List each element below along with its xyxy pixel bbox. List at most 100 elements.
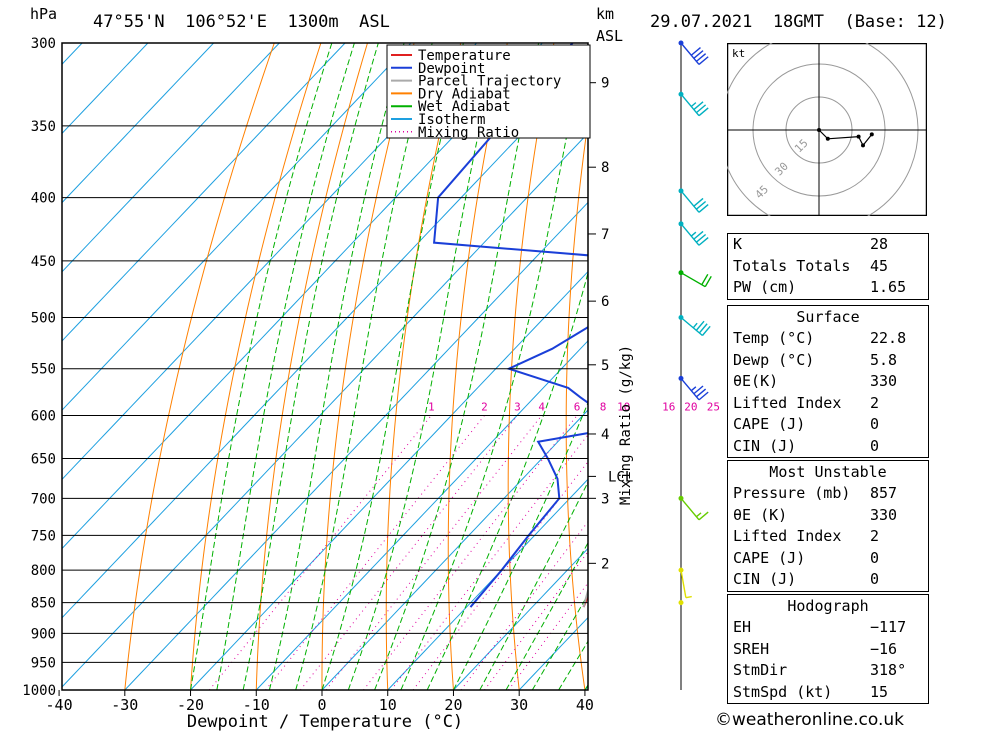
dry-adiabat-line [973,43,1000,690]
isotherm-line [62,43,149,135]
pressure-tick-label: 550 [31,362,56,378]
hodograph-point [861,143,865,148]
wind-barb-flag [690,47,701,56]
wind-barb-flag [698,511,709,521]
x-tick-label: -10 [243,696,270,714]
table-row: Dewp (°C) 5.8 [728,350,928,372]
table-row: StmDir 318° [728,660,928,682]
isotherm-line [62,43,346,342]
table-row: CIN (J) 0 [728,436,928,458]
table-row: K 28 [728,234,928,256]
plot-frame [61,42,589,691]
legend-label: Mixing Ratio [418,125,519,141]
indices-table: K 28 Totals Totals 45 PW (cm) 1.65 [727,233,929,300]
table-row: PW (cm) 1.65 [728,277,928,299]
mixing-ratio-label: 4 [538,400,545,413]
mixing-ratio-label: 16 [662,400,675,413]
pressure-tick-label: 900 [31,626,56,642]
datetime-label: 29.07.2021 18GMT (Base: 12) [650,12,947,32]
km-tick-label: 2 [601,556,609,572]
row-label: Totals Totals [733,256,851,275]
table-row: EH −117 [728,617,928,639]
mixing-ratio-label: 2 [481,400,488,413]
row-label: Dewp (°C) [733,350,815,369]
wind-barb-flag [698,204,709,213]
row-label: StmSpd (kt) [733,682,833,701]
pressure-tick-label: 400 [31,191,56,207]
row-value: 857 [870,484,898,502]
row-label: StmDir [733,661,788,679]
wind-barb-flag [695,233,707,243]
pressure-tick-label: 300 [31,36,56,52]
mixing-ratio-label: 6 [574,400,581,413]
surface-table: Surface Temp (°C) 22.8 Dewp (°C) 5.8 θE(K) 330… [727,305,929,458]
km-tick-label: 4 [601,427,609,443]
x-axis-label: Dewpoint / Temperature (°C) [187,712,463,732]
wind-barb-flag [685,595,692,599]
wind-barb-flag [698,107,709,117]
hodograph-point [856,134,861,139]
legend-label: Dewpoint [418,61,485,77]
legend-label: Temperature [418,48,511,64]
row-label: CIN (J) [733,570,797,588]
row-label: Lifted Index [733,527,842,545]
wind-barb-flag [701,325,711,336]
km-tick-label: 3 [601,491,609,507]
row-label: CAPE (J) [733,415,806,433]
isotherm-line [62,43,280,273]
row-value: 0 [870,415,880,433]
legend-label: Wet Adiabat [418,99,511,115]
wet-adiabat-line [295,43,433,690]
km-tick-label: 6 [601,294,609,310]
wind-barb-staff [680,316,703,337]
table-row: SREH −16 [728,639,928,661]
wind-barb [678,91,709,117]
wind-barb-flag [695,104,707,114]
wind-barb [678,567,692,599]
row-label: θE(K) [733,372,779,390]
row-label: θE (K) [733,505,788,524]
wind-barb-flag [701,273,709,286]
pressure-tick-label: 950 [31,655,56,671]
wind-barb [678,375,709,401]
pressure-tick-label: 350 [31,119,56,135]
km-tick-label: 5 [601,358,609,374]
lcl-label: LCL [608,469,633,485]
dry-adiabat-line [927,43,1000,690]
row-value: 330 [870,372,898,390]
wind-barb-staff [680,569,687,598]
wind-barb-flag [693,385,704,395]
row-value: 318° [870,661,907,679]
pressure-tick-label: 650 [31,452,56,468]
table-row: θE (K) 330 [728,505,928,527]
most-unstable-table: Most Unstable Pressure (mb) 857 θE (K) 330 Li… [727,460,929,592]
km-tick-label: 7 [601,227,609,243]
row-label: PW (cm) [733,278,797,296]
wind-barb-flag [693,50,704,59]
row-label: K [733,235,743,253]
table-row: CAPE (J) 0 [728,548,928,570]
x-tick-label: 10 [379,696,397,714]
row-label: Pressure (mb) [733,484,851,502]
wind-barb [678,315,711,337]
mixing-ratio-line [390,433,588,690]
dry-adiabat-line [677,43,717,690]
pressure-tick-label: 800 [31,563,56,579]
mixing-ratio-line [508,582,588,690]
row-value: 0 [870,570,880,588]
wet-adiabat-line [531,593,588,690]
hodograph-point [825,136,830,141]
x-tick-label: 30 [510,696,528,714]
dry-adiabat-line [565,118,588,690]
mixing-ratio-label: 3 [514,400,521,413]
isotherm-line [387,478,588,690]
row-label: SREH [733,639,770,658]
dry-adiabat-line [321,43,415,690]
mixing-ratio-label: 10 [617,400,630,413]
row-value: 45 [870,256,889,275]
row-value: 2 [870,527,880,545]
isotherm-line [518,616,588,690]
table-row: θE(K) 330 [728,371,928,393]
pressure-tick-label: 1000 [22,683,56,699]
legend-label: Parcel Trajectory [418,74,561,90]
